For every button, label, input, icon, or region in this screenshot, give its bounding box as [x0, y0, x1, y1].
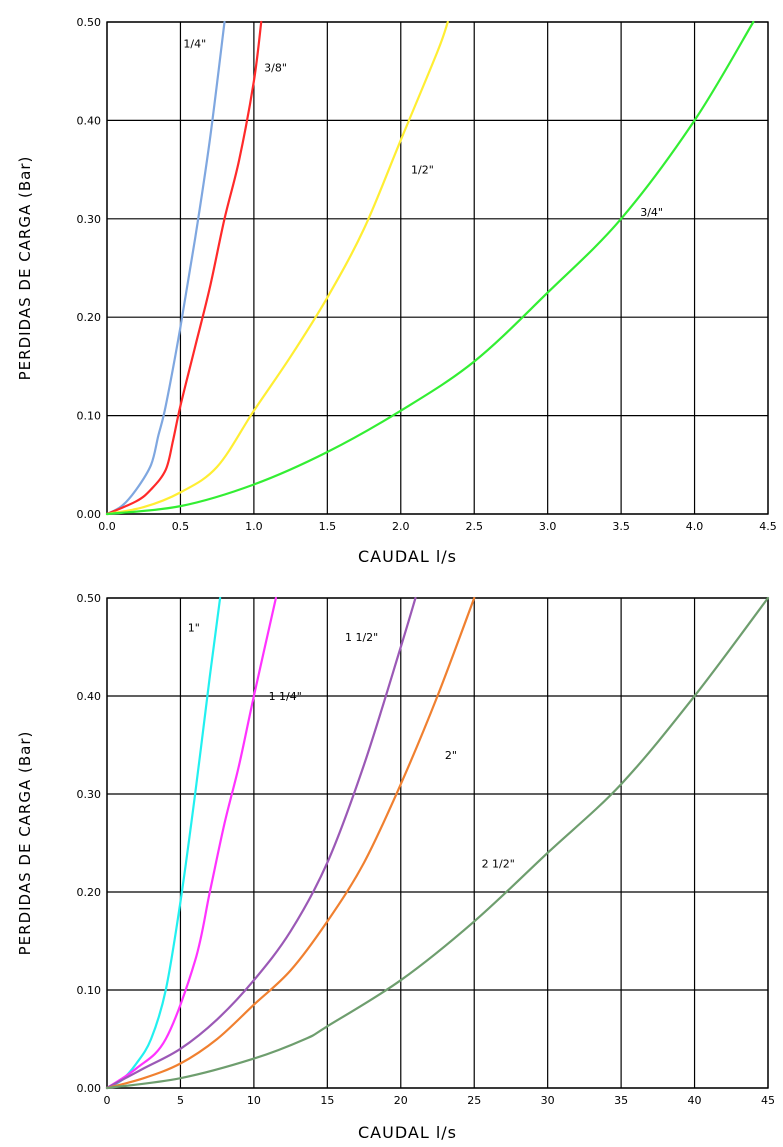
x-tick-label: 1.0: [245, 520, 263, 533]
series-label: 1 1/4": [269, 690, 302, 703]
x-tick-label: 3.0: [539, 520, 557, 533]
x-axis-label: CAUDAL l/s: [358, 547, 457, 566]
x-tick-label: 0.5: [172, 520, 190, 533]
y-tick-label: 0.00: [77, 1082, 102, 1095]
y-tick-label: 0.30: [77, 213, 102, 226]
series-line: [105, 596, 222, 1090]
x-tick-label: 0.0: [98, 520, 116, 533]
x-tick-label: 2.5: [465, 520, 483, 533]
series-label: 1/4": [183, 38, 206, 51]
series-line: [105, 20, 226, 516]
series-label: 1 1/2": [345, 631, 378, 644]
x-tick-label: 10: [247, 1094, 261, 1107]
series-label: 2": [445, 749, 457, 762]
x-tick-label: 0: [104, 1094, 111, 1107]
x-tick-label: 40: [688, 1094, 702, 1107]
y-tick-label: 0.20: [77, 311, 102, 324]
y-tick-label: 0.10: [77, 410, 102, 423]
series-label: 3/8": [264, 61, 287, 74]
series-line: [105, 20, 755, 516]
x-tick-label: 3.5: [612, 520, 630, 533]
plot-frame: [106, 21, 769, 515]
x-tick-label: 45: [761, 1094, 775, 1107]
x-tick-label: 5: [177, 1094, 184, 1107]
x-tick-label: 25: [467, 1094, 481, 1107]
y-tick-label: 0.20: [77, 886, 102, 899]
series-label: 1": [188, 621, 200, 634]
x-tick-label: 4.5: [759, 520, 777, 533]
y-tick-label: 0.50: [77, 16, 102, 29]
grid: [106, 21, 769, 515]
x-tick-label: 30: [541, 1094, 555, 1107]
x-tick-label: 15: [320, 1094, 334, 1107]
chart-panel-2: 0 5 10 15 20 25 30 35 40 45 0.00 0.10 0.20 0.30 0.40 0.…: [16, 592, 775, 1142]
y-tick-label: 0.40: [77, 690, 102, 703]
series-line: [105, 20, 263, 516]
grid: [106, 597, 769, 1089]
series-label: 2 1/2": [482, 858, 515, 871]
series-label: 1/2": [411, 164, 434, 177]
x-tick-label: 20: [394, 1094, 408, 1107]
y-tick-label: 0.50: [77, 592, 102, 605]
y-tick-label: 0.00: [77, 508, 102, 521]
y-axis-label: PERDIDAS DE CARGA (Bar): [16, 156, 34, 381]
x-axis-label: CAUDAL l/s: [358, 1123, 457, 1142]
x-tick-label: 2.0: [392, 520, 410, 533]
series-line: [105, 596, 417, 1090]
series-line: [105, 596, 278, 1090]
series-line: [105, 596, 770, 1090]
plot-frame: [106, 597, 769, 1089]
series-line: [105, 20, 449, 516]
series-label: 3/4": [640, 206, 663, 219]
y-axis-label: PERDIDAS DE CARGA (Bar): [16, 731, 34, 956]
y-tick-label: 0.10: [77, 984, 102, 997]
x-tick-label: 4.0: [686, 520, 704, 533]
y-tick-label: 0.40: [77, 114, 102, 127]
x-tick-label: 35: [614, 1094, 628, 1107]
chart-panel-1: 0.0 0.5 1.0 1.5 2.0 2.5 3.0 3.5 4.0 4.5 0.00 0.10 0.…: [16, 16, 777, 566]
x-tick-label: 1.5: [319, 520, 337, 533]
series-line: [105, 596, 476, 1090]
y-tick-label: 0.30: [77, 788, 102, 801]
